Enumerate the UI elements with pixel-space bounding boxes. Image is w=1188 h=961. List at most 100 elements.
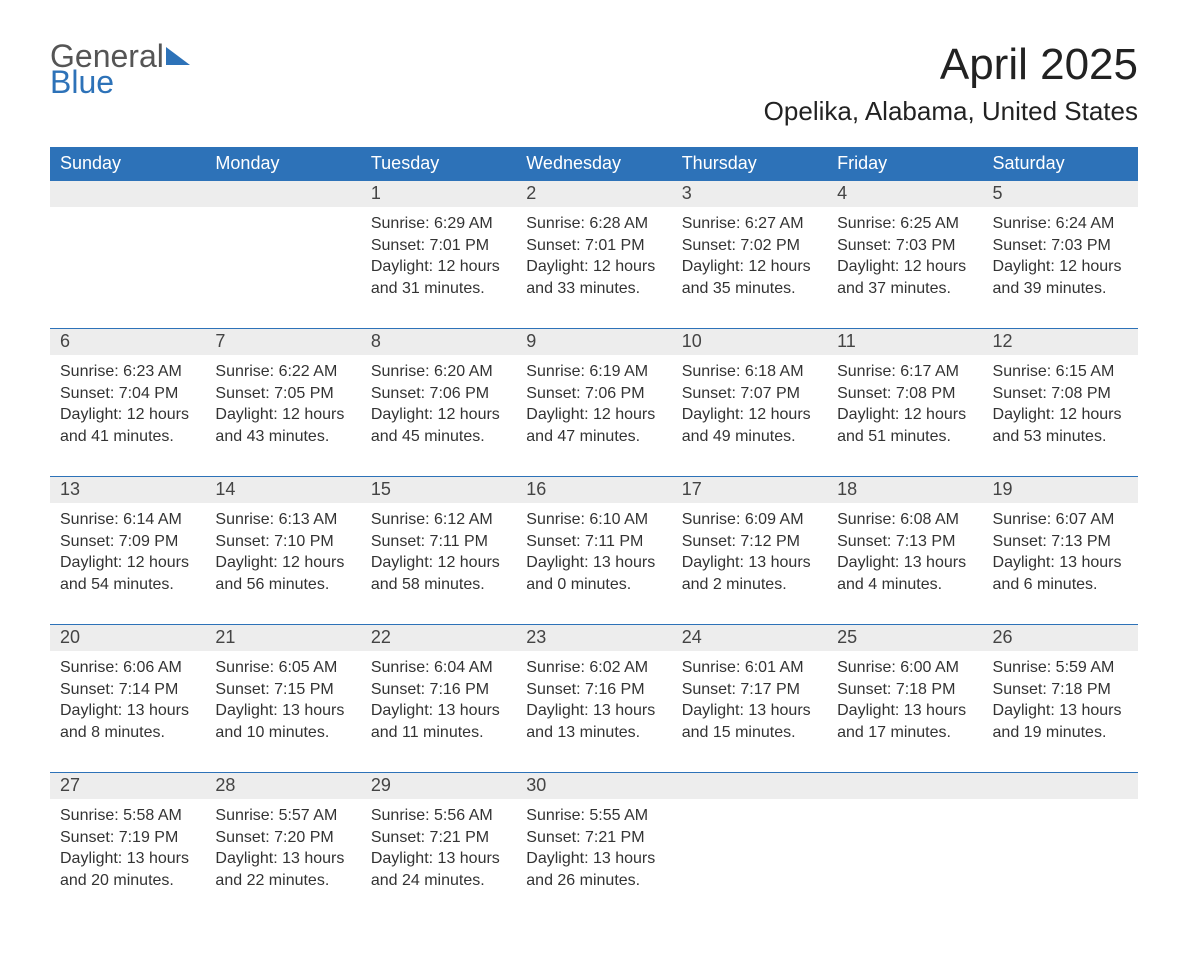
day-body: Sunrise: 6:09 AMSunset: 7:12 PMDaylight:…	[672, 503, 827, 605]
day-cell: 5Sunrise: 6:24 AMSunset: 7:03 PMDaylight…	[983, 181, 1138, 329]
weekday-header: Sunday	[50, 147, 205, 181]
day-cell: 30Sunrise: 5:55 AMSunset: 7:21 PMDayligh…	[516, 773, 671, 921]
week-row: 1Sunrise: 6:29 AMSunset: 7:01 PMDaylight…	[50, 181, 1138, 329]
day-body: Sunrise: 6:27 AMSunset: 7:02 PMDaylight:…	[672, 207, 827, 309]
day-d1: Daylight: 13 hours	[837, 700, 972, 722]
day-sr: Sunrise: 6:18 AM	[682, 361, 817, 383]
day-sr: Sunrise: 6:20 AM	[371, 361, 506, 383]
day-cell: 2Sunrise: 6:28 AMSunset: 7:01 PMDaylight…	[516, 181, 671, 329]
day-body: Sunrise: 6:18 AMSunset: 7:07 PMDaylight:…	[672, 355, 827, 457]
day-sr: Sunrise: 6:17 AM	[837, 361, 972, 383]
day-sr: Sunrise: 6:06 AM	[60, 657, 195, 679]
day-d1: Daylight: 13 hours	[60, 700, 195, 722]
day-number: 30	[516, 773, 671, 799]
day-ss: Sunset: 7:03 PM	[993, 235, 1128, 257]
day-ss: Sunset: 7:09 PM	[60, 531, 195, 553]
day-number: 20	[50, 625, 205, 651]
day-ss: Sunset: 7:16 PM	[526, 679, 661, 701]
day-d1: Daylight: 13 hours	[993, 700, 1128, 722]
day-body: Sunrise: 6:28 AMSunset: 7:01 PMDaylight:…	[516, 207, 671, 309]
day-body: Sunrise: 5:59 AMSunset: 7:18 PMDaylight:…	[983, 651, 1138, 753]
day-number: 28	[205, 773, 360, 799]
day-cell: 21Sunrise: 6:05 AMSunset: 7:15 PMDayligh…	[205, 625, 360, 773]
day-ss: Sunset: 7:18 PM	[837, 679, 972, 701]
day-body: Sunrise: 5:55 AMSunset: 7:21 PMDaylight:…	[516, 799, 671, 901]
day-d2: and 22 minutes.	[215, 870, 350, 892]
location-subtitle: Opelika, Alabama, United States	[764, 96, 1138, 127]
day-number: 9	[516, 329, 671, 355]
day-ss: Sunset: 7:15 PM	[215, 679, 350, 701]
day-d2: and 13 minutes.	[526, 722, 661, 744]
day-d1: Daylight: 13 hours	[371, 700, 506, 722]
day-ss: Sunset: 7:11 PM	[371, 531, 506, 553]
day-body: Sunrise: 6:22 AMSunset: 7:05 PMDaylight:…	[205, 355, 360, 457]
day-ss: Sunset: 7:01 PM	[371, 235, 506, 257]
day-d2: and 19 minutes.	[993, 722, 1128, 744]
weekday-header: Saturday	[983, 147, 1138, 181]
day-ss: Sunset: 7:08 PM	[837, 383, 972, 405]
day-d1: Daylight: 13 hours	[60, 848, 195, 870]
day-ss: Sunset: 7:13 PM	[837, 531, 972, 553]
day-d1: Daylight: 12 hours	[993, 404, 1128, 426]
day-number: 1	[361, 181, 516, 207]
day-sr: Sunrise: 6:28 AM	[526, 213, 661, 235]
day-d2: and 45 minutes.	[371, 426, 506, 448]
day-ss: Sunset: 7:19 PM	[60, 827, 195, 849]
day-sr: Sunrise: 6:15 AM	[993, 361, 1128, 383]
day-d1: Daylight: 13 hours	[682, 700, 817, 722]
day-body: Sunrise: 6:24 AMSunset: 7:03 PMDaylight:…	[983, 207, 1138, 309]
day-number: 12	[983, 329, 1138, 355]
day-d1: Daylight: 12 hours	[526, 404, 661, 426]
day-sr: Sunrise: 6:22 AM	[215, 361, 350, 383]
day-d2: and 51 minutes.	[837, 426, 972, 448]
empty-day-number	[827, 773, 982, 799]
week-row: 20Sunrise: 6:06 AMSunset: 7:14 PMDayligh…	[50, 625, 1138, 773]
day-number: 25	[827, 625, 982, 651]
day-ss: Sunset: 7:08 PM	[993, 383, 1128, 405]
week-row: 13Sunrise: 6:14 AMSunset: 7:09 PMDayligh…	[50, 477, 1138, 625]
day-body: Sunrise: 5:58 AMSunset: 7:19 PMDaylight:…	[50, 799, 205, 901]
day-d1: Daylight: 12 hours	[371, 552, 506, 574]
day-number: 19	[983, 477, 1138, 503]
day-sr: Sunrise: 6:14 AM	[60, 509, 195, 531]
day-ss: Sunset: 7:05 PM	[215, 383, 350, 405]
day-ss: Sunset: 7:18 PM	[993, 679, 1128, 701]
weekday-header: Friday	[827, 147, 982, 181]
day-d2: and 43 minutes.	[215, 426, 350, 448]
day-d1: Daylight: 13 hours	[837, 552, 972, 574]
day-d2: and 54 minutes.	[60, 574, 195, 596]
day-cell: 9Sunrise: 6:19 AMSunset: 7:06 PMDaylight…	[516, 329, 671, 477]
logo-sail-icon	[164, 45, 192, 72]
week-row: 27Sunrise: 5:58 AMSunset: 7:19 PMDayligh…	[50, 773, 1138, 921]
day-number: 3	[672, 181, 827, 207]
day-ss: Sunset: 7:16 PM	[371, 679, 506, 701]
page-header: General Blue April 2025 Opelika, Alabama…	[50, 40, 1138, 127]
day-d1: Daylight: 12 hours	[837, 256, 972, 278]
day-d1: Daylight: 13 hours	[526, 552, 661, 574]
day-cell: 25Sunrise: 6:00 AMSunset: 7:18 PMDayligh…	[827, 625, 982, 773]
day-d1: Daylight: 12 hours	[837, 404, 972, 426]
day-cell: 16Sunrise: 6:10 AMSunset: 7:11 PMDayligh…	[516, 477, 671, 625]
day-ss: Sunset: 7:02 PM	[682, 235, 817, 257]
day-d1: Daylight: 12 hours	[682, 404, 817, 426]
day-number: 23	[516, 625, 671, 651]
day-d1: Daylight: 12 hours	[993, 256, 1128, 278]
day-sr: Sunrise: 6:08 AM	[837, 509, 972, 531]
day-cell: 8Sunrise: 6:20 AMSunset: 7:06 PMDaylight…	[361, 329, 516, 477]
day-ss: Sunset: 7:04 PM	[60, 383, 195, 405]
day-ss: Sunset: 7:11 PM	[526, 531, 661, 553]
day-ss: Sunset: 7:01 PM	[526, 235, 661, 257]
day-sr: Sunrise: 6:05 AM	[215, 657, 350, 679]
empty-day-number	[205, 181, 360, 207]
day-body: Sunrise: 6:13 AMSunset: 7:10 PMDaylight:…	[205, 503, 360, 605]
day-body: Sunrise: 6:19 AMSunset: 7:06 PMDaylight:…	[516, 355, 671, 457]
day-number: 17	[672, 477, 827, 503]
day-d2: and 4 minutes.	[837, 574, 972, 596]
day-cell: 23Sunrise: 6:02 AMSunset: 7:16 PMDayligh…	[516, 625, 671, 773]
day-number: 15	[361, 477, 516, 503]
day-d1: Daylight: 13 hours	[215, 848, 350, 870]
day-number: 18	[827, 477, 982, 503]
day-body: Sunrise: 6:20 AMSunset: 7:06 PMDaylight:…	[361, 355, 516, 457]
empty-day-number	[50, 181, 205, 207]
day-d2: and 35 minutes.	[682, 278, 817, 300]
